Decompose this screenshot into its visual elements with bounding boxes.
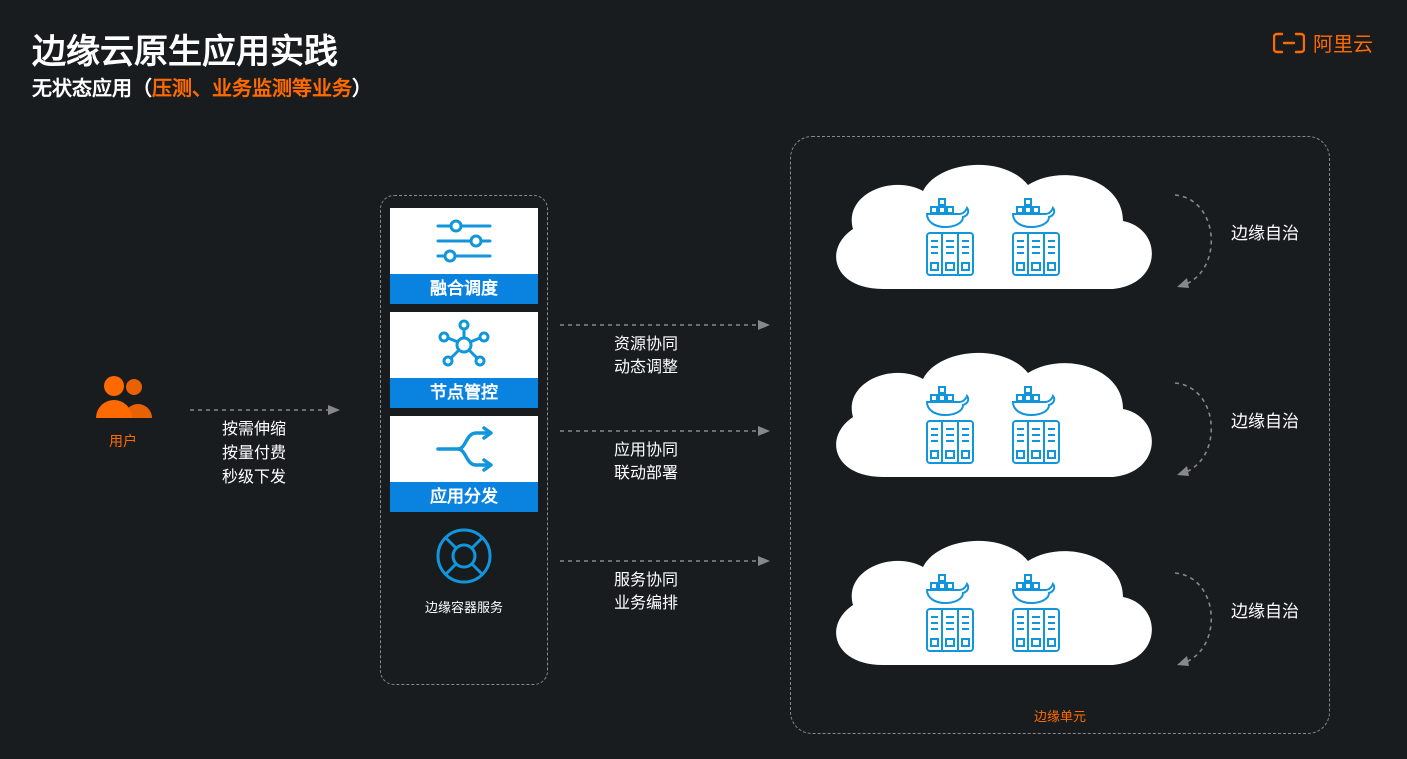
brand-text: 阿里云 xyxy=(1313,28,1373,57)
loop-arrow-0 xyxy=(1161,187,1231,297)
module-0: 融合调度 xyxy=(390,208,538,304)
cloud-1-contents xyxy=(813,383,1173,465)
page-title: 边缘云原生应用实践 xyxy=(32,24,338,73)
user-block: 用户 xyxy=(92,374,154,451)
network-icon xyxy=(390,312,538,378)
center-panel: 融合调度 节点管控 应用分发 边 xyxy=(380,195,548,685)
connector-2-line-1: 业务编排 xyxy=(614,592,678,615)
connector-2-arrow xyxy=(560,551,770,571)
module-0-label: 融合调度 xyxy=(390,274,538,304)
split-icon xyxy=(390,416,538,482)
service-label: 边缘容器服务 xyxy=(425,597,503,616)
loop-arrow-1 xyxy=(1161,375,1231,485)
connector-2-label: 服务协同 业务编排 xyxy=(614,569,678,615)
connector-0-arrow xyxy=(560,315,770,335)
docker-server-icon xyxy=(921,571,979,653)
module-2: 应用分发 xyxy=(390,416,538,512)
module-1: 节点管控 xyxy=(390,312,538,408)
left-arrow-line-2: 秒级下发 xyxy=(222,466,286,490)
sliders-icon xyxy=(390,208,538,274)
connector-1-line-1: 联动部署 xyxy=(614,462,678,485)
cloud-1 xyxy=(813,337,1173,512)
lifebuoy-icon xyxy=(434,526,494,591)
left-arrow-labels: 按需伸缩 按量付费 秒级下发 xyxy=(222,418,286,490)
users-icon xyxy=(92,374,154,420)
edge-unit-label: 边缘单元 xyxy=(791,706,1329,725)
brand-bracket-icon xyxy=(1273,32,1305,54)
module-2-label: 应用分发 xyxy=(390,482,538,512)
subtitle-prefix: 无状态应用（ xyxy=(32,78,152,100)
cloud-2 xyxy=(813,525,1173,700)
connector-0-line-0: 资源协同 xyxy=(614,333,678,356)
cloud-2-contents xyxy=(813,571,1173,653)
cloud-0 xyxy=(813,149,1173,324)
connector-2-line-0: 服务协同 xyxy=(614,569,678,592)
docker-server-icon xyxy=(1007,383,1065,465)
connector-0-label: 资源协同 动态调整 xyxy=(614,333,678,379)
cloud-2-gov-label: 边缘自治 xyxy=(1231,597,1299,622)
connector-1-label: 应用协同 联动部署 xyxy=(614,439,678,485)
left-arrow-line-0: 按需伸缩 xyxy=(222,418,286,442)
subtitle-accent: 压测、业务监测等业务 xyxy=(152,78,352,100)
subtitle-suffix: ） xyxy=(352,78,372,100)
cloud-0-contents xyxy=(813,195,1173,277)
brand-logo: 阿里云 xyxy=(1273,28,1373,57)
module-1-label: 节点管控 xyxy=(390,378,538,408)
docker-server-icon xyxy=(1007,195,1065,277)
docker-server-icon xyxy=(921,195,979,277)
connector-1-arrow xyxy=(560,421,770,441)
connector-1-line-0: 应用协同 xyxy=(614,439,678,462)
left-arrow-line-1: 按量付费 xyxy=(222,442,286,466)
cloud-0-gov-label: 边缘自治 xyxy=(1231,219,1299,244)
docker-server-icon xyxy=(921,383,979,465)
edge-unit-box: 边缘单元 xyxy=(790,136,1330,734)
connector-0-line-1: 动态调整 xyxy=(614,356,678,379)
page-subtitle: 无状态应用（压测、业务监测等业务） xyxy=(32,72,372,101)
user-label: 用户 xyxy=(92,431,154,451)
docker-server-icon xyxy=(1007,571,1065,653)
arrow-user-to-center xyxy=(190,400,340,420)
loop-arrow-2 xyxy=(1161,565,1231,675)
cloud-1-gov-label: 边缘自治 xyxy=(1231,407,1299,432)
